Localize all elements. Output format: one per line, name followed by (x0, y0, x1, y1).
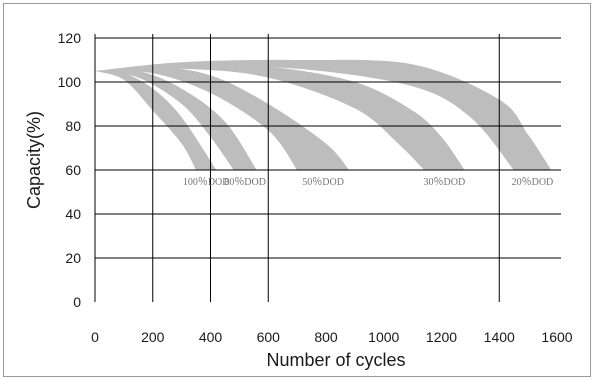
y-axis-title: Capacity(%) (24, 111, 44, 209)
x-tick-label: 600 (257, 329, 281, 345)
y-axis-ticks: 0 20 40 60 80 100 120 (58, 30, 82, 310)
y-tick-label: 20 (65, 250, 81, 266)
band-50-dod (95, 66, 350, 170)
y-tick-label: 80 (65, 118, 81, 134)
band-100-dod (95, 71, 217, 170)
band-label-30-dod: 30％DOD (424, 177, 466, 188)
x-tick-label: 800 (314, 329, 338, 345)
dod-bands (95, 59, 552, 171)
y-tick-label: 120 (58, 30, 82, 46)
band-label-80-dod: 80％DOD (224, 177, 266, 188)
band-label-20-dod: 20％DOD (512, 177, 554, 188)
band-80-dod (95, 69, 257, 170)
band-label-50-dod: 50％DOD (302, 177, 344, 188)
x-tick-label: 1600 (541, 329, 572, 345)
x-tick-label: 1400 (484, 329, 515, 345)
x-tick-label: 200 (141, 329, 165, 345)
x-tick-label: 0 (91, 329, 99, 345)
x-tick-label: 1200 (426, 329, 457, 345)
x-axis-ticks: 0 200 400 600 800 1000 1200 1400 1600 (91, 329, 573, 345)
band-30-dod (95, 64, 465, 170)
y-tick-label: 40 (65, 206, 81, 222)
band-label-100-dod: 100％DOD (183, 177, 230, 188)
gridlines (94, 34, 561, 302)
band-20-dod (95, 59, 552, 171)
y-tick-label: 0 (73, 294, 81, 310)
x-tick-label: 400 (199, 329, 223, 345)
y-tick-label: 60 (65, 162, 81, 178)
x-axis-title: Number of cycles (266, 350, 405, 370)
x-tick-label: 1000 (368, 329, 399, 345)
y-tick-label: 100 (58, 74, 82, 90)
